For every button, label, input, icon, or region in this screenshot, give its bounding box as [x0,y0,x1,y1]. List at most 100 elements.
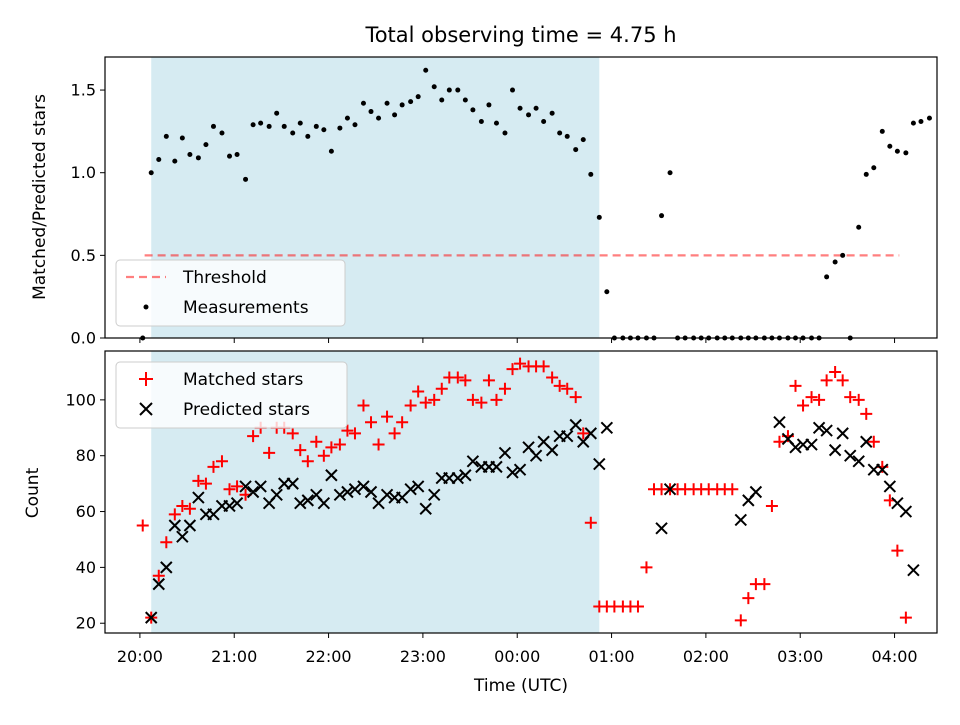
predicted-point [600,421,614,434]
measurement-point [344,115,350,121]
x-tick-label: 00:00 [494,647,540,666]
predicted-point [545,443,559,457]
measurement-point [234,152,240,158]
measurement-point [455,87,461,93]
matched-point [348,427,361,440]
predicted-point [466,455,480,468]
predicted-point [160,561,173,574]
matched-point [388,427,401,440]
measurement-point [517,105,523,111]
top-y-axis-label: Matched/Predicted stars [30,94,50,300]
measurement-point [274,110,280,116]
predicted-point [364,485,378,499]
measurement-point [926,115,932,121]
bottom-panel: 20 40 60 80 100 20:00 21:00 22:00 23:00 00:00 01:… [23,350,938,696]
predicted-point [490,460,503,474]
predicted-point [145,611,158,624]
measurement-point [510,87,516,93]
legend-label-predicted: Predicted stars [183,400,310,420]
matched-point [734,614,747,627]
predicted-legend-marker [139,402,153,416]
matched-point [286,427,299,440]
measurement-point [321,127,327,133]
matched-point [640,561,653,574]
predicted-point [749,485,763,499]
matched-point [498,382,511,395]
measurement-point [328,148,334,154]
top-panel: 0.0 0.5 1.0 1.5 Matched/Predicted stars Thr… [30,56,938,348]
x-axis-label: Time (UTC) [473,676,568,696]
top-legend: Threshold Measurements [115,259,346,327]
measurement-point [305,133,311,139]
measurement-point [360,100,366,106]
matched-legend-marker [139,372,153,386]
measurement-point [187,152,193,158]
bottom-legend: Matched stars Predicted stars [115,361,348,429]
predicted-point [270,488,283,501]
y-tick-label: 80 [76,446,96,465]
matched-point [176,499,189,512]
matched-point [789,379,802,392]
x-tick-label: 22:00 [306,647,352,666]
x-tick-label: 03:00 [777,647,823,666]
top-legend-box [115,259,346,327]
matched-point [435,382,448,395]
predicted-point [419,502,432,515]
measurement-point [470,107,476,113]
x-tick-label: 21:00 [211,647,257,666]
matched-point [451,371,464,384]
x-tick-label: 23:00 [400,647,446,666]
matched-point [412,385,425,398]
measurement-point [446,87,452,93]
matched-point [365,416,378,429]
matched-point [506,363,519,376]
predicted-point [584,427,598,440]
predicted-point [254,480,267,493]
predicted-point [812,421,826,434]
measurement-point [478,118,484,124]
measurement-point [415,94,421,100]
predicted-point [223,499,236,513]
matched-point [773,435,786,448]
measurement-point [203,142,209,148]
measurement-point [392,112,398,118]
matched-point [207,460,220,473]
measurement-point [863,171,869,177]
predicted-point [789,441,802,454]
bottom-y-ticks: 20 40 60 80 100 [65,390,105,633]
matched-point [301,455,314,468]
bottom-axes-frame [104,350,938,634]
matched-point [372,438,385,451]
matched-point [192,474,205,487]
measurement-point [439,97,445,103]
matched-point [860,407,873,420]
top-axes-frame [104,56,938,339]
measurement-point [557,130,563,136]
measurement-point [368,109,374,115]
predicted-point [593,457,606,471]
top-y-ticks: 0.0 0.5 1.0 1.5 [71,81,105,348]
matched-point [357,399,370,412]
matched-point [310,435,323,448]
measurement-point [313,123,319,129]
predicted-point [734,513,747,527]
predicted-point [239,480,252,493]
matched-point [152,569,165,582]
measurement-point [832,259,838,265]
y-tick-label: 0.5 [71,246,96,265]
predicted-point [773,415,786,429]
matched-point [797,399,810,412]
measurement-point [431,84,437,90]
matched-point [341,424,354,437]
predicted-point [317,496,331,510]
predicted-point [883,480,897,493]
matched-point [333,438,346,451]
measurement-point [384,100,390,106]
predicted-point [246,485,260,499]
matched-point [852,393,865,406]
predicted-point [663,483,677,496]
measurement-point [604,289,610,295]
matched-point [247,430,260,443]
predicted-point [498,446,512,460]
